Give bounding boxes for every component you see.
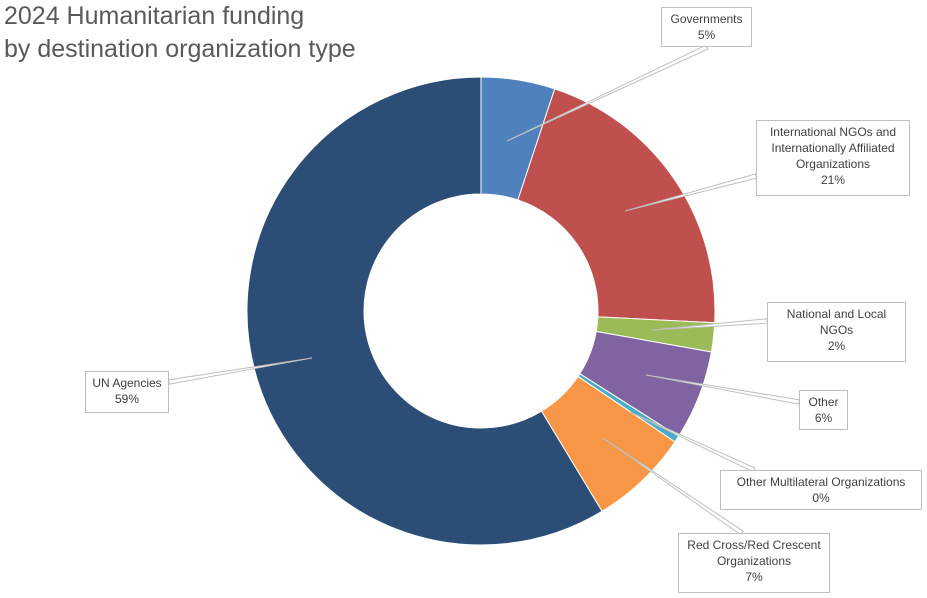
data-label-category: Organizations xyxy=(795,157,871,171)
data-label-category: National and Local xyxy=(786,307,887,321)
chart-title: 2024 Humanitarian funding by destination … xyxy=(4,0,424,66)
data-label-percent: 7% xyxy=(745,570,763,584)
data-label-callout: Other Multilateral Organizations 0% xyxy=(720,470,922,510)
chart-title-line: 2024 Humanitarian funding xyxy=(4,2,305,30)
data-label-category: Governments xyxy=(670,12,743,26)
data-label-category: NGOs xyxy=(819,323,854,337)
donut-slice xyxy=(517,88,716,324)
data-label-category: Organizations xyxy=(716,554,792,568)
callout-leader-line xyxy=(168,357,313,385)
data-label-category: Internationally Affiliated xyxy=(771,141,895,155)
data-label-callout: National and Local NGOs 2% xyxy=(767,302,906,362)
donut-slice xyxy=(246,76,603,546)
callout-leader-line xyxy=(506,44,709,142)
data-label-percent: 21% xyxy=(820,173,846,187)
data-label-callout: Governments 5% xyxy=(661,7,752,47)
chart-title-line: by destination organization type xyxy=(4,35,356,63)
data-label-callout: Other 6% xyxy=(799,390,848,430)
data-label-category: Other xyxy=(808,395,839,409)
data-label-category: Red Cross/Red Crescent xyxy=(687,538,821,552)
data-label-category: International NGOs and xyxy=(769,125,897,139)
data-label-callout: UN Agencies 59% xyxy=(85,371,169,413)
data-label-callout: International NGOs and Internationally Af… xyxy=(756,120,910,196)
data-label-category: Other Multilateral Organizations xyxy=(736,475,906,489)
data-label-category: UN Agencies xyxy=(92,376,162,390)
data-label-percent: 6% xyxy=(814,411,833,425)
data-label-percent: 0% xyxy=(812,491,830,505)
data-label-percent: 2% xyxy=(827,339,846,353)
data-label-percent: 59% xyxy=(114,392,140,406)
data-label-callout: Red Cross/Red Crescent Organizations 7% xyxy=(678,533,830,593)
data-label-percent: 5% xyxy=(697,28,716,42)
